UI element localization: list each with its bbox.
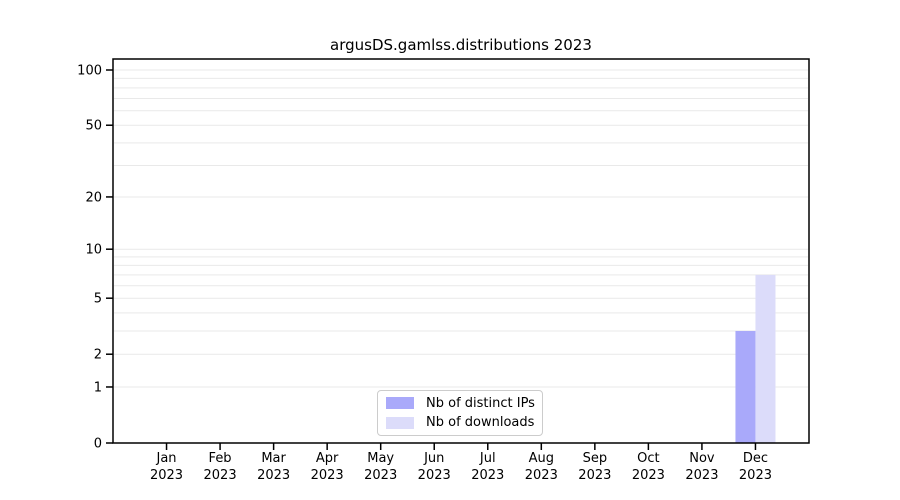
x-tick-label-year-nov: 2023 [685, 468, 718, 483]
x-tick-label-month-aug: Aug [529, 451, 554, 466]
x-tick-label-year-jul: 2023 [471, 468, 504, 483]
x-tick-label-year-apr: 2023 [311, 468, 344, 483]
x-tick-label-month-nov: Nov [689, 451, 715, 466]
legend-item-distinct-ips: Nb of distinct IPs [378, 394, 542, 412]
x-tick-label-month-feb: Feb [209, 451, 232, 466]
y-tick-label-5: 5 [94, 292, 102, 307]
x-tick-label-month-apr: Apr [316, 451, 339, 466]
x-tick-label-month-sep: Sep [583, 451, 608, 466]
x-tick-label-month-oct: Oct [637, 451, 659, 466]
x-tick-label-year-jun: 2023 [418, 468, 451, 483]
y-tick-label-10: 10 [85, 243, 102, 258]
x-tick-label-month-jan: Jan [156, 451, 177, 466]
x-tick-label-year-oct: 2023 [632, 468, 665, 483]
legend-label-downloads: Nb of downloads [426, 415, 535, 431]
legend-label-distinct-ips: Nb of distinct IPs [426, 395, 535, 411]
x-tick-label-month-may: May [367, 451, 394, 466]
bar-ips-dec-2023 [735, 330, 756, 443]
legend: Nb of distinct IPs Nb of downloads [377, 390, 543, 436]
y-tick-label-0: 0 [94, 437, 102, 452]
x-tick-label-year-dec: 2023 [739, 468, 772, 483]
y-tick-label-100: 100 [77, 64, 102, 79]
x-tick-label-year-feb: 2023 [204, 468, 237, 483]
x-tick-label-year-sep: 2023 [578, 468, 611, 483]
x-tick-label-month-jul: Jul [479, 451, 496, 466]
chart-title: argusDS.gamlss.distributions 2023 [330, 36, 592, 54]
y-tick-label-50: 50 [85, 119, 102, 134]
x-tick-label-year-mar: 2023 [257, 468, 290, 483]
x-tick-label-month-mar: Mar [261, 451, 286, 466]
legend-swatch-distinct-ips [386, 397, 414, 410]
legend-item-downloads: Nb of downloads [378, 414, 542, 432]
x-tick-label-year-jan: 2023 [150, 468, 183, 483]
plot-border [112, 58, 810, 444]
x-tick-label-year-aug: 2023 [525, 468, 558, 483]
x-tick-label-year-may: 2023 [364, 468, 397, 483]
y-tick-label-1: 1 [94, 380, 102, 395]
legend-swatch-downloads [386, 416, 414, 429]
y-tick-label-2: 2 [94, 348, 102, 363]
x-tick-label-month-jun: Jun [423, 451, 444, 466]
bar-downloads-dec-2023 [755, 274, 776, 443]
x-tick-label-month-dec: Dec [743, 451, 768, 466]
y-tick-label-20: 20 [85, 190, 102, 205]
